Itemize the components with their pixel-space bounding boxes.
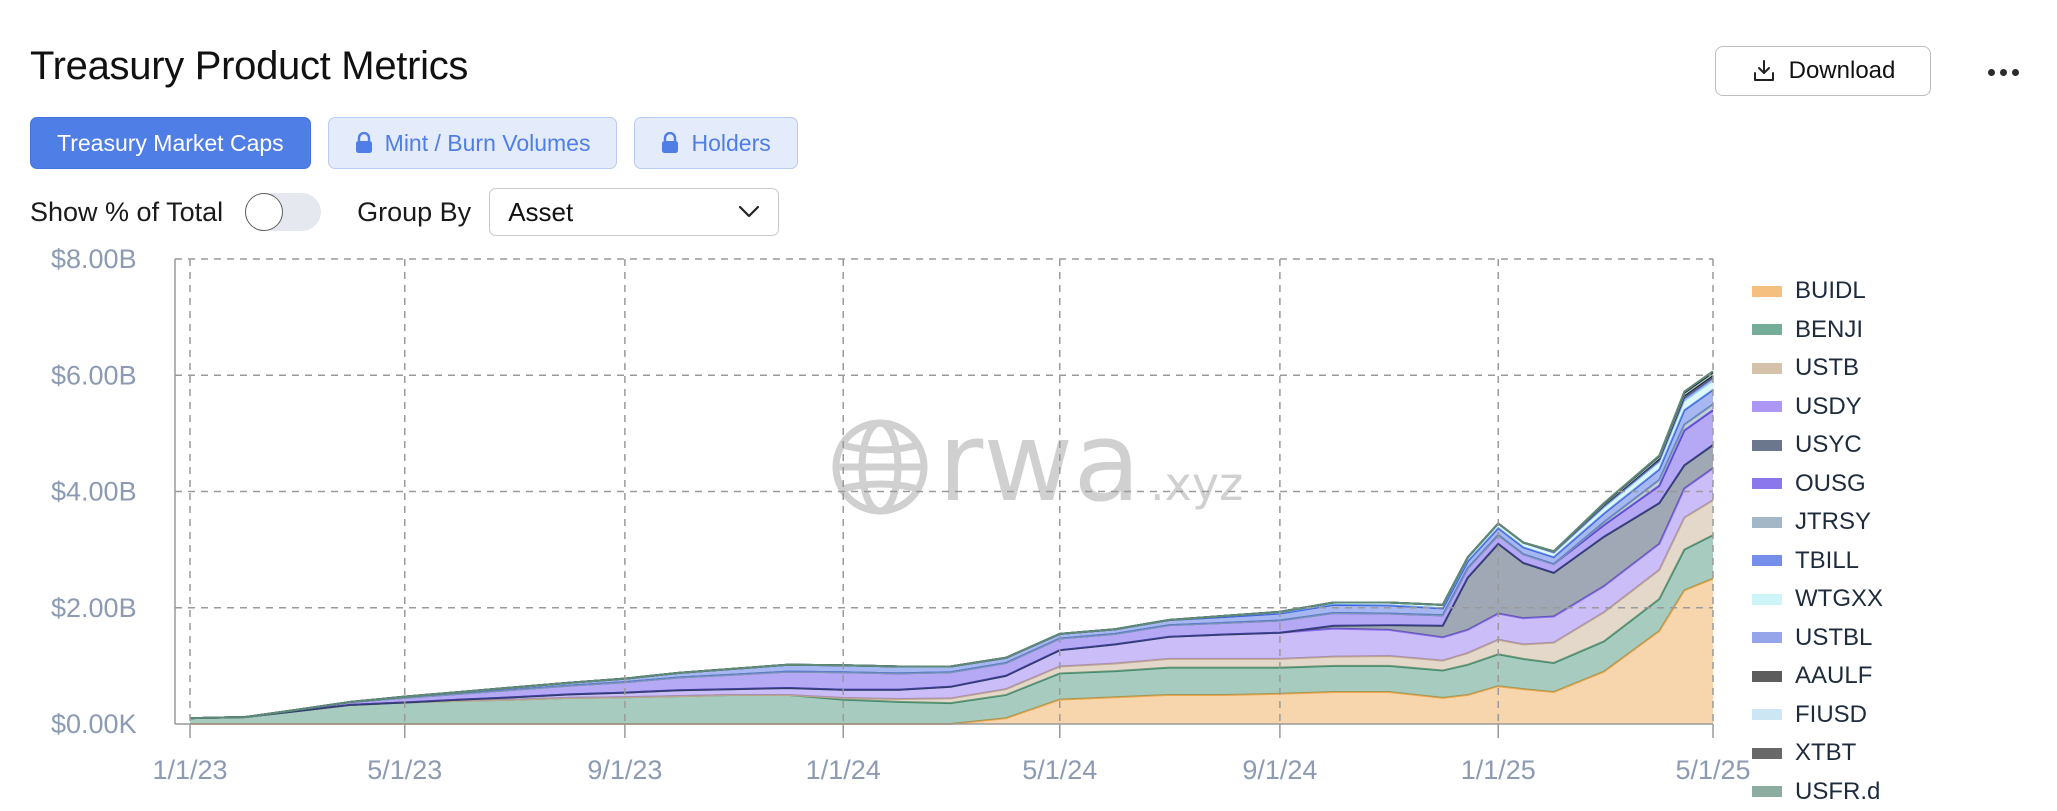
legend-swatch bbox=[1752, 555, 1782, 566]
legend-swatch bbox=[1752, 324, 1782, 335]
x-tick-label: 1/1/25 bbox=[1461, 755, 1536, 785]
x-tick-label: 5/1/24 bbox=[1022, 755, 1097, 785]
y-tick-label: $2.00B bbox=[51, 593, 137, 623]
legend-label: XTBT bbox=[1795, 739, 1856, 767]
legend-item[interactable]: XTBT bbox=[1752, 734, 1883, 773]
legend-item[interactable]: FIUSD bbox=[1752, 696, 1883, 735]
legend-label: USDY bbox=[1795, 393, 1862, 421]
legend-item[interactable]: USTB bbox=[1752, 349, 1883, 388]
legend-label: AAULF bbox=[1795, 662, 1872, 690]
legend-swatch bbox=[1752, 671, 1782, 682]
legend-item[interactable]: USTBL bbox=[1752, 619, 1883, 658]
legend-label: WTGXX bbox=[1795, 585, 1883, 613]
globe-icon bbox=[836, 423, 924, 511]
legend-item[interactable]: BUIDL bbox=[1752, 272, 1883, 311]
legend-label: BENJI bbox=[1795, 316, 1863, 344]
legend-label: USFR.d bbox=[1795, 778, 1880, 806]
legend-label: USYC bbox=[1795, 431, 1862, 459]
legend-swatch bbox=[1752, 709, 1782, 720]
watermark-suffix: .xyz bbox=[1150, 457, 1243, 511]
legend-label: USTB bbox=[1795, 354, 1859, 382]
legend-swatch bbox=[1752, 286, 1782, 297]
y-tick-label: $6.00B bbox=[51, 360, 137, 390]
legend-swatch bbox=[1752, 594, 1782, 605]
legend-swatch bbox=[1752, 748, 1782, 759]
legend-swatch bbox=[1752, 632, 1782, 643]
legend-item[interactable]: TBILL bbox=[1752, 542, 1883, 581]
legend-swatch bbox=[1752, 517, 1782, 528]
x-tick-label: 5/1/23 bbox=[367, 755, 442, 785]
legend-label: TBILL bbox=[1795, 547, 1859, 575]
legend-item[interactable]: OUSG bbox=[1752, 465, 1883, 504]
legend-item[interactable]: USDY bbox=[1752, 388, 1883, 427]
watermark-brand: rwa bbox=[938, 398, 1141, 526]
legend-item[interactable]: JTRSY bbox=[1752, 503, 1883, 542]
legend-label: OUSG bbox=[1795, 470, 1866, 498]
x-tick-label: 5/1/25 bbox=[1675, 755, 1750, 785]
y-tick-label: $0.00K bbox=[51, 709, 137, 739]
legend-item[interactable]: USYC bbox=[1752, 426, 1883, 465]
legend-item[interactable]: WTGXX bbox=[1752, 580, 1883, 619]
x-tick-label: 9/1/23 bbox=[587, 755, 662, 785]
legend-label: JTRSY bbox=[1795, 508, 1871, 536]
legend-swatch bbox=[1752, 440, 1782, 451]
y-tick-label: $4.00B bbox=[51, 477, 137, 507]
legend-swatch bbox=[1752, 786, 1782, 797]
x-tick-label: 1/1/24 bbox=[806, 755, 881, 785]
legend-label: FIUSD bbox=[1795, 701, 1867, 729]
x-tick-label: 9/1/24 bbox=[1242, 755, 1317, 785]
legend-swatch bbox=[1752, 363, 1782, 374]
legend-item[interactable]: USFR.d bbox=[1752, 773, 1883, 811]
legend-swatch bbox=[1752, 401, 1782, 412]
y-tick-label: $8.00B bbox=[51, 244, 137, 274]
x-axis-ticks: 1/1/23 5/1/23 9/1/23 1/1/24 5/1/24 9/1/24 1/1/… bbox=[152, 755, 1750, 785]
legend-item[interactable]: AAULF bbox=[1752, 657, 1883, 696]
legend-swatch bbox=[1752, 478, 1782, 489]
legend-item[interactable]: BENJI bbox=[1752, 311, 1883, 350]
y-axis-ticks: $0.00K $2.00B $4.00B $6.00B $8.00B bbox=[51, 244, 137, 739]
legend-label: BUIDL bbox=[1795, 277, 1866, 305]
watermark: rwa .xyz bbox=[836, 398, 1243, 526]
x-tick-label: 1/1/23 bbox=[152, 755, 227, 785]
legend-label: USTBL bbox=[1795, 624, 1872, 652]
chart-legend: BUIDL BENJI USTB USDY USYC OUSG JTRSY TBILL WTGX… bbox=[1752, 272, 1883, 811]
